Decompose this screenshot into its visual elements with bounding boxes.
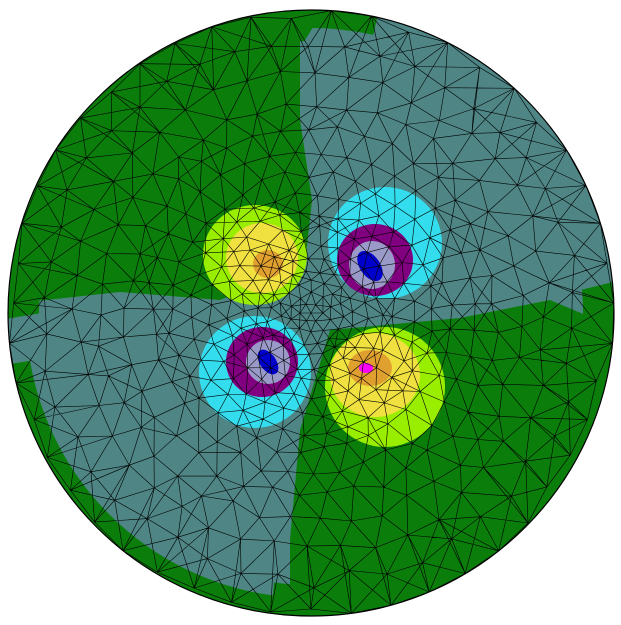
mesh-edges	[9, 10, 614, 614]
blob-lower-left	[199, 316, 311, 428]
boundary	[7, 9, 615, 617]
mesh-lines	[9, 10, 614, 614]
